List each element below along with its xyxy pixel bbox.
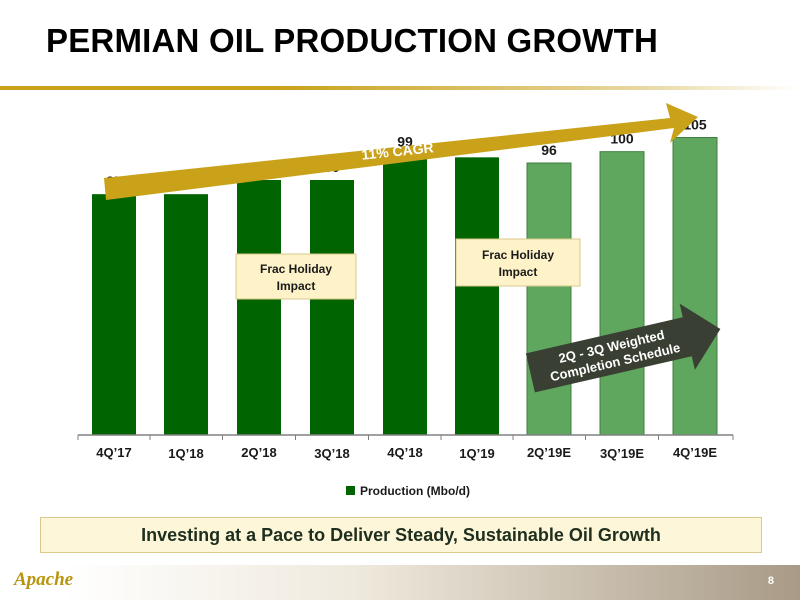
- legend: Production (Mbo/d): [346, 484, 470, 498]
- frac-note-2-box: [455, 238, 581, 287]
- bar-3Q’19E: [599, 151, 645, 436]
- slide-title: PERMIAN OIL PRODUCTION GROWTH: [46, 22, 659, 59]
- x-tick-4Q’19E: 4Q’19E: [673, 445, 717, 460]
- callout-box: Investing at a Pace to Deliver Steady, S…: [40, 517, 762, 553]
- bar-4Q’19E: [672, 137, 718, 436]
- page-number: 8: [767, 575, 774, 587]
- data-label-2Q’19E: 96: [541, 142, 557, 158]
- cagr-label: 11% CAGR: [361, 139, 435, 162]
- x-tick-1Q’18: 1Q’18: [168, 446, 203, 461]
- bar-3Q’18: [310, 180, 354, 435]
- bar-2Q’19E: [526, 162, 572, 436]
- legend-label: Production (Mbo/d): [360, 484, 470, 498]
- bar-1Q’18: [164, 194, 208, 435]
- x-tick-2Q’18: 2Q’18: [241, 445, 276, 460]
- frac-note-2-text: Frac Holiday Impact: [482, 248, 554, 279]
- apache-logo: Apache: [14, 569, 74, 590]
- cagr-arrow-shape: [104, 103, 698, 200]
- frac-note-1-box: [235, 253, 357, 300]
- bar-4Q’17: [92, 194, 136, 435]
- bar-1Q’19: [455, 157, 499, 436]
- cagr-arrow: 11% CAGR: [104, 103, 698, 200]
- footer-bar: [0, 565, 800, 600]
- bar-4Q’18: [383, 154, 427, 435]
- title-underline: [0, 86, 800, 90]
- x-tick-4Q’17: 4Q’17: [96, 445, 131, 460]
- frac-note-1: Frac Holiday Impact: [235, 253, 357, 300]
- x-tick-2Q’19E: 2Q’19E: [527, 445, 571, 460]
- production-bar-chart: 85859090999896100105 4Q’171Q’182Q’183Q’1…: [77, 103, 734, 498]
- completion-arrow-shape: [525, 303, 721, 393]
- data-label-4Q’18: 99: [397, 134, 413, 150]
- frac-note-2: Frac Holiday Impact: [455, 238, 581, 287]
- bar-2Q’18: [237, 180, 281, 435]
- x-tick-1Q’19: 1Q’19: [459, 446, 494, 461]
- callout-text: Investing at a Pace to Deliver Steady, S…: [141, 524, 661, 545]
- frac-note-1-text: Frac Holiday Impact: [260, 262, 332, 293]
- x-tick-3Q’18: 3Q’18: [314, 446, 349, 461]
- legend-swatch: [346, 486, 355, 495]
- x-tick-4Q’18: 4Q’18: [387, 445, 422, 460]
- x-tick-3Q’19E: 3Q’19E: [600, 446, 644, 461]
